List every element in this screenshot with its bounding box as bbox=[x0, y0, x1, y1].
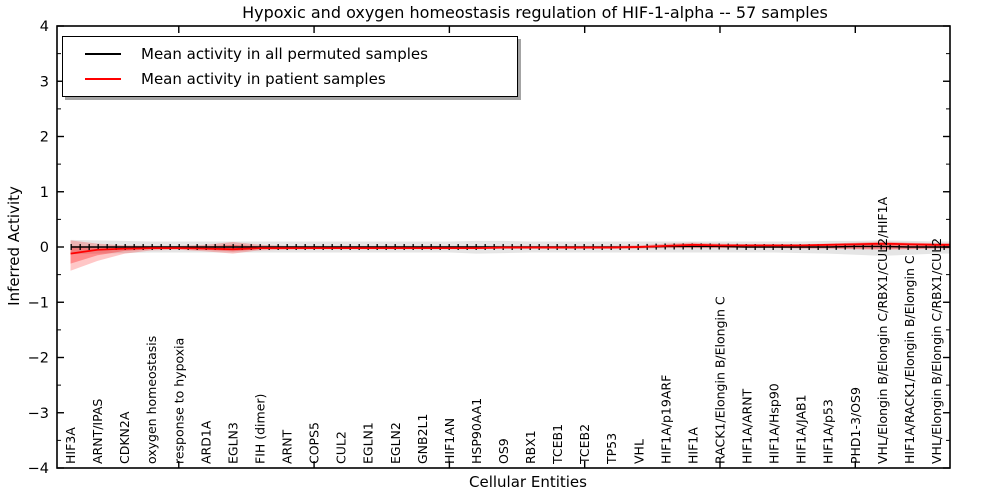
x-category-label: HIF1A/JAB1 bbox=[794, 394, 809, 464]
x-category-label: HIF1AN bbox=[442, 418, 457, 464]
x-category-label: COPS5 bbox=[307, 422, 322, 464]
x-category-label: VHL bbox=[631, 439, 646, 464]
legend-entry-label: Mean activity in patient samples bbox=[141, 70, 386, 89]
x-category-label: HIF1A bbox=[685, 427, 700, 464]
x-category-label: EGLN3 bbox=[225, 422, 240, 464]
y-tick-label: −3 bbox=[28, 406, 49, 422]
legend-entry-permuted: Mean activity in all permuted samples bbox=[85, 45, 517, 63]
x-category-label: HIF1A/ARNT bbox=[740, 388, 755, 464]
x-category-label: FIH (dimer) bbox=[252, 394, 267, 464]
x-category-label: EGLN1 bbox=[361, 422, 376, 464]
x-category-label: HIF1A/Hsp90 bbox=[767, 383, 782, 464]
y-tick-label: 2 bbox=[40, 130, 49, 146]
y-tick-label: −4 bbox=[28, 461, 49, 477]
x-category-label: HIF1A/p53 bbox=[821, 399, 836, 464]
chart-title: Hypoxic and oxygen homeostasis regulatio… bbox=[242, 3, 828, 22]
y-tick-label: 4 bbox=[40, 19, 49, 35]
x-category-label: HIF1A/p19ARF bbox=[658, 375, 673, 464]
x-category-label: HSP90AA1 bbox=[469, 398, 484, 464]
x-category-label: ARNT/IPAS bbox=[90, 399, 105, 464]
y-tick-label: 1 bbox=[40, 185, 49, 201]
legend-box: Mean activity in all permuted samples Me… bbox=[62, 36, 518, 97]
permuted-line-swatch bbox=[85, 52, 121, 55]
y-tick-label: −2 bbox=[28, 351, 49, 367]
x-category-label: CUL2 bbox=[334, 431, 349, 464]
x-category-label: ARD1A bbox=[198, 420, 213, 464]
axes-frame bbox=[56, 25, 951, 469]
patient-line-swatch bbox=[85, 78, 121, 81]
y-tick-label: −1 bbox=[28, 295, 49, 311]
series-line-patient bbox=[70, 242, 950, 255]
x-category-label: TP53 bbox=[604, 433, 619, 465]
x-category-label: RBX1 bbox=[523, 430, 538, 464]
y-tick-label: 0 bbox=[40, 240, 49, 256]
x-category-label: EGLN2 bbox=[388, 422, 403, 464]
x-category-label: ARNT bbox=[280, 429, 295, 464]
x-category-label: HIF3A bbox=[63, 427, 78, 464]
legend-entry-patient: Mean activity in patient samples bbox=[85, 70, 517, 88]
legend-entry-label: Mean activity in all permuted samples bbox=[141, 44, 428, 63]
x-axis-label: Cellular Entities bbox=[469, 473, 587, 491]
x-category-label: TCEB2 bbox=[577, 424, 592, 465]
x-category-label: VHL/Elongin B/Elongin C/RBX1/CUL2/HIF1A bbox=[875, 196, 890, 464]
x-category-label: HIF1A/RACK1/Elongin B/Elongin C bbox=[902, 255, 917, 464]
x-category-label: GNB2L1 bbox=[415, 414, 430, 464]
x-category-label: TCEB1 bbox=[550, 424, 565, 465]
x-category-label: CDKN2A bbox=[117, 411, 132, 464]
x-category-label: RACK1/Elongin B/Elongin C bbox=[712, 296, 727, 464]
y-tick-label: 3 bbox=[40, 74, 49, 90]
x-category-label: OS9 bbox=[496, 438, 511, 464]
x-category-label: VHL/Elongin B/Elongin C/RBX1/CUL2 bbox=[929, 238, 944, 464]
x-category-label: PHD1-3/OS9 bbox=[848, 387, 863, 464]
x-category-label: oxygen homeostasis bbox=[144, 336, 159, 464]
x-category-label: response to hypoxia bbox=[171, 338, 186, 464]
